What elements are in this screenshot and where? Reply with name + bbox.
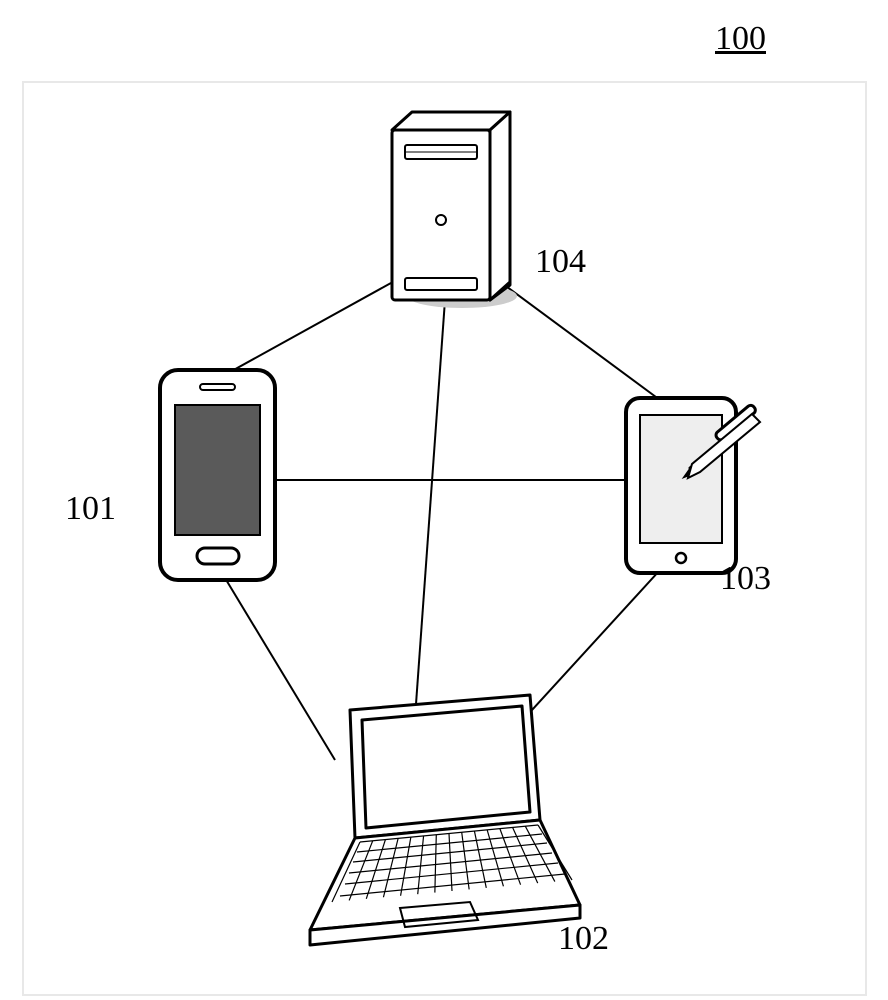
figure-number-label: 100 — [715, 20, 766, 58]
node-label-103: 103 — [720, 560, 771, 598]
outer-border — [0, 0, 888, 1000]
node-label-101: 101 — [65, 490, 116, 528]
diagram-canvas: 100 101 102 103 104 — [0, 0, 888, 1000]
node-label-104: 104 — [535, 243, 586, 281]
node-label-102: 102 — [558, 920, 609, 958]
